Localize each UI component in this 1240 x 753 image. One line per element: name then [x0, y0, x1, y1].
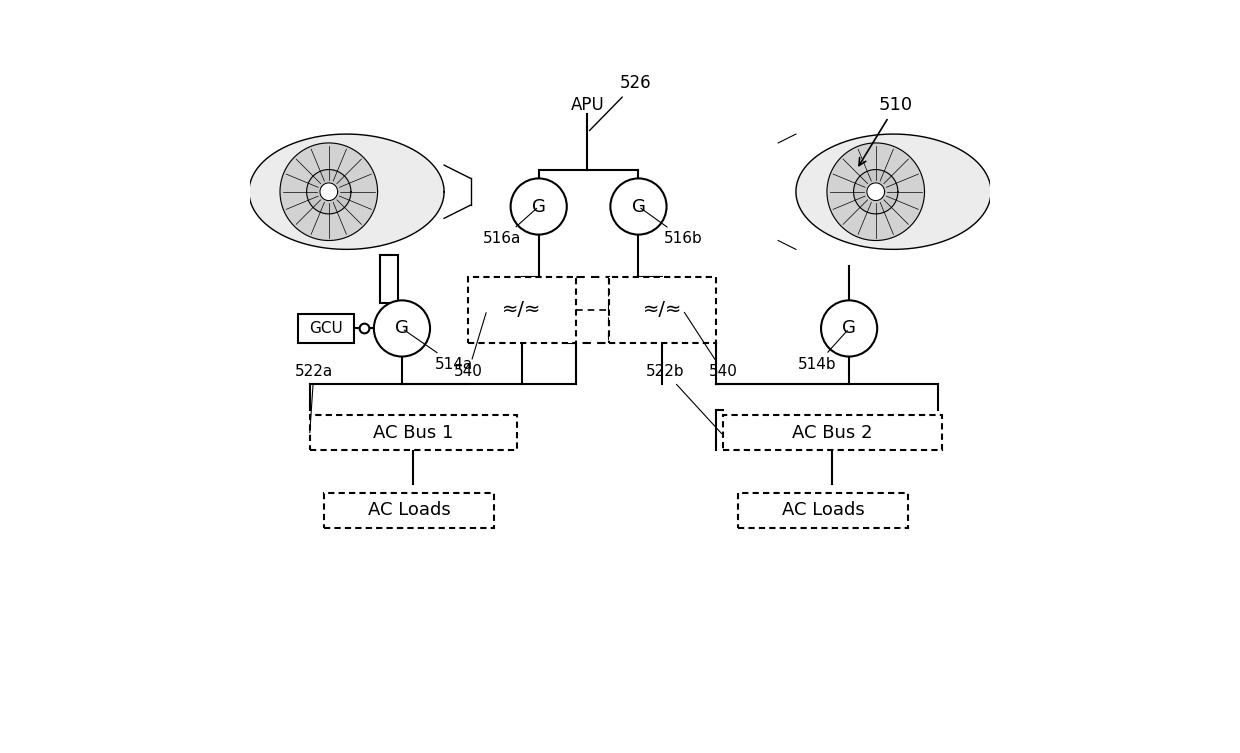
Text: G: G	[396, 319, 409, 337]
Text: AC Loads: AC Loads	[782, 501, 864, 520]
Text: 514b: 514b	[797, 331, 847, 372]
Polygon shape	[249, 134, 444, 249]
Text: ≈/≈: ≈/≈	[642, 300, 682, 319]
Text: G: G	[532, 197, 546, 215]
Text: G: G	[842, 319, 856, 337]
Text: 540: 540	[684, 312, 738, 380]
Text: 540: 540	[454, 312, 486, 380]
FancyBboxPatch shape	[738, 492, 908, 528]
Circle shape	[374, 300, 430, 356]
Text: ≈/≈: ≈/≈	[502, 300, 542, 319]
Text: AC Bus 2: AC Bus 2	[792, 424, 873, 442]
FancyBboxPatch shape	[568, 276, 609, 343]
Text: APU: APU	[570, 96, 604, 114]
Polygon shape	[306, 169, 351, 214]
FancyBboxPatch shape	[310, 415, 517, 450]
FancyBboxPatch shape	[299, 314, 353, 343]
FancyBboxPatch shape	[469, 276, 575, 343]
Polygon shape	[853, 169, 898, 214]
FancyBboxPatch shape	[609, 276, 715, 343]
Polygon shape	[320, 183, 337, 200]
Text: 522a: 522a	[295, 364, 334, 433]
FancyBboxPatch shape	[723, 415, 941, 450]
Text: 526: 526	[589, 75, 652, 130]
Polygon shape	[867, 183, 884, 200]
FancyBboxPatch shape	[325, 492, 495, 528]
Polygon shape	[796, 134, 991, 249]
Text: 516a: 516a	[484, 209, 537, 246]
Text: 514a: 514a	[404, 330, 474, 372]
Circle shape	[511, 178, 567, 235]
Text: 510: 510	[859, 96, 913, 166]
Text: AC Bus 1: AC Bus 1	[373, 424, 454, 442]
Circle shape	[821, 300, 877, 356]
Text: G: G	[631, 197, 645, 215]
Polygon shape	[827, 143, 925, 240]
Text: GCU: GCU	[309, 321, 343, 336]
Text: 516b: 516b	[641, 208, 703, 246]
Circle shape	[610, 178, 667, 235]
Polygon shape	[280, 143, 377, 240]
FancyBboxPatch shape	[379, 255, 398, 303]
Text: 522b: 522b	[646, 364, 722, 434]
Text: AC Loads: AC Loads	[368, 501, 450, 520]
